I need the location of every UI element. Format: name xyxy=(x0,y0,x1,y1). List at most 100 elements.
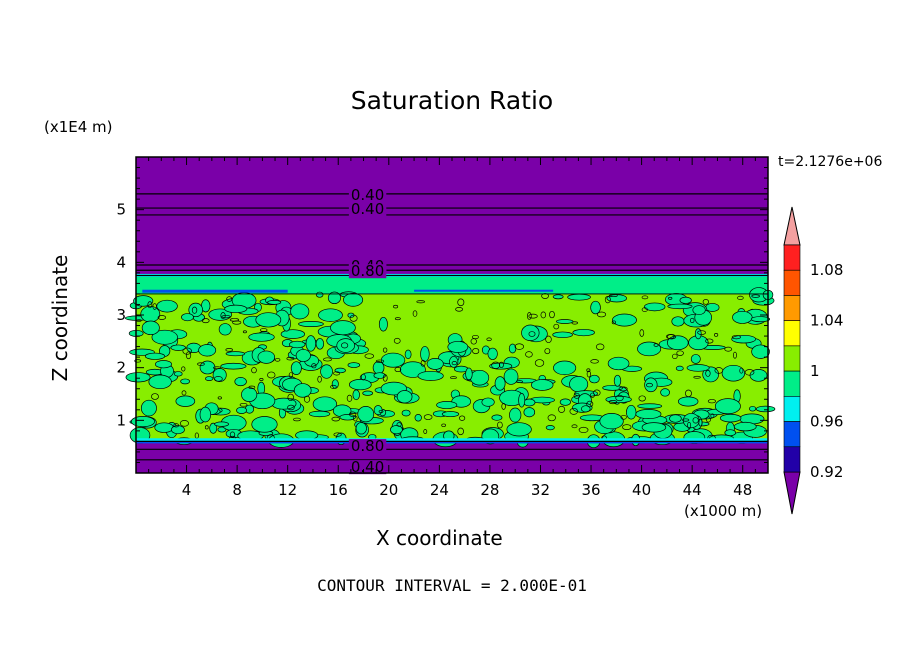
contour-ring xyxy=(586,400,594,408)
contour-patch xyxy=(125,372,151,383)
contour-patch xyxy=(248,332,275,342)
contour-patch xyxy=(714,398,741,415)
contour-patch xyxy=(396,390,413,404)
contour-ring xyxy=(618,386,628,392)
contour-ring xyxy=(293,417,301,422)
contour-ring xyxy=(581,405,591,413)
contour-patch xyxy=(373,372,386,379)
contour-ring xyxy=(571,424,578,429)
contour-patch xyxy=(255,312,282,328)
contour-ring xyxy=(724,346,733,352)
contour-ring xyxy=(225,348,233,352)
contour-ring xyxy=(147,301,153,309)
contour-patch xyxy=(331,379,339,389)
colorbar-segment-4 xyxy=(783,345,801,372)
contour-patch xyxy=(552,294,564,300)
contour-ring xyxy=(451,361,458,366)
contour-patch xyxy=(518,393,526,408)
contour-patch xyxy=(491,414,503,421)
contour-patch xyxy=(719,413,742,423)
colorbar-segment-7 xyxy=(783,421,801,448)
contour-patch xyxy=(315,338,325,350)
contour-ring xyxy=(251,367,257,374)
contour-ring xyxy=(689,317,695,324)
band-1 xyxy=(136,275,768,294)
contour-patch xyxy=(660,388,670,397)
contour-patch xyxy=(545,425,555,431)
contour-ring xyxy=(549,310,555,319)
y-tick-label-1: 2 xyxy=(116,359,126,377)
contour-ring xyxy=(472,348,480,355)
contour-patch xyxy=(613,374,622,387)
contour-ring xyxy=(457,298,465,307)
contour-ring xyxy=(179,420,189,427)
colorbar-segment-1 xyxy=(783,269,801,296)
contour-patch xyxy=(140,305,161,323)
contour-ring xyxy=(573,392,580,399)
contour-patch xyxy=(305,335,317,352)
contour-ring xyxy=(653,343,659,347)
colorbar-segment-5 xyxy=(783,370,801,397)
contour-ring xyxy=(604,295,611,304)
contour-patch xyxy=(171,425,185,435)
contour-patch xyxy=(170,344,186,351)
contour-ring xyxy=(707,399,716,404)
contour-ring xyxy=(544,348,551,355)
contour-patch xyxy=(141,320,160,336)
contour-patch xyxy=(509,407,522,423)
contour-ring xyxy=(394,367,402,373)
contour-patch xyxy=(347,362,361,368)
contour-ring xyxy=(455,307,464,312)
contour-ring xyxy=(737,295,744,300)
contour-ring xyxy=(185,351,192,360)
contour-patch xyxy=(733,421,757,432)
contour-ring xyxy=(181,390,187,396)
contour-patch xyxy=(667,303,693,310)
contour-ring xyxy=(317,375,322,383)
contour-ring xyxy=(702,299,709,305)
contour-patch xyxy=(751,344,770,359)
contour-ring xyxy=(229,431,236,438)
contour-patch xyxy=(481,397,495,407)
contour-patch xyxy=(469,369,490,386)
contour-patch xyxy=(692,305,706,315)
contour-ring xyxy=(382,374,388,382)
contour-patch xyxy=(154,360,173,369)
contour-patch xyxy=(606,294,628,303)
contour-patch xyxy=(506,422,532,437)
contour-ring xyxy=(545,335,552,344)
contour-patch xyxy=(436,401,458,410)
contour-ring xyxy=(547,414,556,422)
contour-ring xyxy=(497,421,503,429)
contour-patch xyxy=(290,303,310,320)
x-tick-label-2: 12 xyxy=(278,481,297,499)
contour-patch xyxy=(348,379,372,391)
contour-ring xyxy=(486,337,492,342)
contour-ring xyxy=(516,380,523,383)
contour-patch xyxy=(308,410,331,418)
y-tick-label-0: 1 xyxy=(116,411,126,429)
contour-ring xyxy=(232,320,242,325)
contour-ring xyxy=(608,400,618,405)
contour-ring xyxy=(638,395,646,402)
contour-ring xyxy=(491,361,501,369)
contour-ring xyxy=(458,415,466,421)
contour-ring xyxy=(676,350,684,356)
contour-patch xyxy=(209,422,218,434)
contour-patch xyxy=(175,395,196,407)
contour-patch xyxy=(675,365,684,371)
x-tick-label-4: 20 xyxy=(379,481,398,499)
contour-patch xyxy=(251,416,278,433)
blue-bottom-layer xyxy=(136,441,768,444)
contour-ring xyxy=(441,423,446,428)
contour-ring xyxy=(498,361,504,368)
contour-patch xyxy=(612,313,637,327)
contour-ring xyxy=(692,417,699,424)
contour-patch xyxy=(173,371,183,377)
contour-patch xyxy=(290,361,302,375)
contour-ring xyxy=(393,337,401,344)
contour-ring xyxy=(528,313,538,319)
contour-patch xyxy=(414,413,422,422)
contour-ring xyxy=(586,370,591,378)
contour-patch xyxy=(315,291,324,298)
